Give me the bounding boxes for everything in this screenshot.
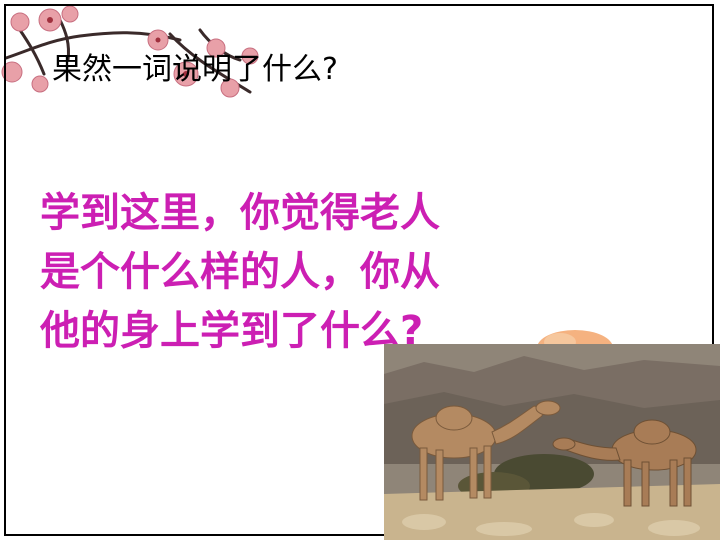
camels-desert-photo bbox=[384, 344, 720, 540]
prompt-line-2: 是个什么样的人，你从 bbox=[40, 249, 440, 295]
slide-frame bbox=[4, 4, 714, 536]
question-heading: 果然一词说明了什么? bbox=[52, 52, 338, 87]
prompt-line-1: 学到这里，你觉得老人 bbox=[40, 190, 440, 236]
prompt-line-3: 他的身上学到了什么? bbox=[40, 308, 424, 354]
plum-blossom-decoration bbox=[1, 5, 259, 98]
discussion-prompt: 学到这里，你觉得老人 是个什么样的人，你从 他的身上学到了什么? bbox=[40, 184, 540, 361]
